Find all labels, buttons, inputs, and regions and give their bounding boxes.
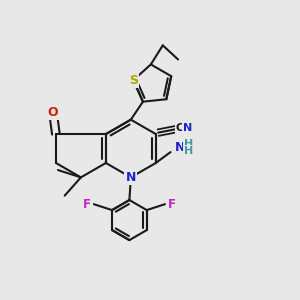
Text: O: O [48,106,58,118]
Text: F: F [83,198,91,211]
Text: C: C [176,123,184,133]
Text: F: F [167,198,175,211]
Text: H: H [184,146,194,156]
Text: H: H [184,139,194,149]
Text: N: N [183,123,193,133]
Text: S: S [129,74,138,87]
Text: N: N [126,171,136,184]
Text: N: N [175,141,185,154]
